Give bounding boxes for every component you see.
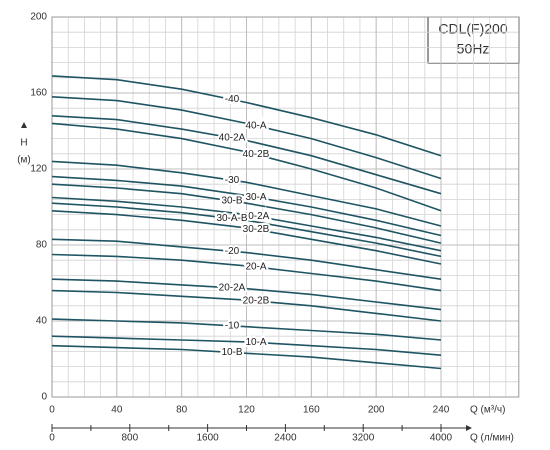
curve-label: 30-2B — [243, 224, 270, 235]
curve-label: 20-A — [245, 262, 266, 273]
x-tick-label: 240 — [433, 405, 450, 416]
pump-curve — [51, 160, 442, 227]
y-tick-label: 120 — [30, 164, 47, 175]
pump-curve — [51, 344, 442, 370]
pump-curve — [51, 210, 442, 265]
curve-label: 10-A — [245, 337, 266, 348]
chart-subtitle: 50Hz — [457, 41, 490, 57]
x2-tick-label: 3200 — [352, 433, 375, 444]
pump-curve — [51, 175, 442, 237]
x-tick-label: 120 — [238, 405, 255, 416]
pump-curve — [51, 335, 442, 356]
x2-tick-label: 0 — [49, 433, 55, 444]
y-axis-unit: (м) — [17, 155, 31, 166]
x-tick-label: 200 — [368, 405, 385, 416]
curve-label: -20 — [225, 246, 240, 257]
x2-tick-label: 800 — [121, 433, 138, 444]
x2-tick-label: 2400 — [274, 433, 297, 444]
pump-curve — [51, 253, 442, 292]
pump-curve — [51, 202, 442, 258]
pump-curve — [51, 278, 442, 311]
curve-label: -30 — [225, 175, 240, 186]
curve-label: 20-2A — [219, 282, 246, 293]
y-tick-label: 80 — [36, 240, 48, 251]
pump-curve — [51, 96, 442, 180]
y-tick-label: 40 — [36, 316, 48, 327]
y-tick-label: 160 — [30, 88, 47, 99]
y-axis-label: H — [20, 138, 27, 149]
pump-curve — [51, 122, 442, 212]
curve-label: -10 — [225, 320, 240, 331]
x2-arrow — [466, 425, 472, 431]
pump-curve — [51, 115, 442, 195]
x2-axis-label: Q (л/мин) — [470, 433, 514, 444]
y-tick-label: 200 — [30, 12, 47, 23]
y-tick-label: 0 — [41, 392, 47, 403]
x-tick-label: 80 — [176, 405, 188, 416]
x-tick-label: 0 — [49, 405, 55, 416]
curve-label: 30-A-B — [216, 213, 247, 224]
pump-curve — [51, 196, 442, 252]
x-axis-label: Q (м³/ч) — [470, 405, 505, 416]
curve-label: -40 — [225, 94, 240, 105]
pump-curve — [51, 318, 442, 341]
pump-curve — [51, 183, 442, 244]
y-arrow — [21, 122, 27, 128]
curve-label: 40-2B — [243, 149, 270, 160]
pump-curve — [51, 289, 442, 322]
x-tick-label: 40 — [111, 405, 123, 416]
x2-tick-label: 4000 — [430, 433, 453, 444]
curve-label: 20-2B — [243, 296, 270, 307]
x-tick-label: 160 — [303, 405, 320, 416]
curve-label: 30-2A — [243, 211, 270, 222]
plot-border — [51, 16, 520, 398]
curve-label: 30-A — [245, 192, 266, 203]
x2-tick-label: 1600 — [196, 433, 219, 444]
pump-curve — [51, 238, 442, 280]
pump-curve — [51, 75, 442, 157]
curve-label: 40-2A — [219, 133, 246, 144]
curve-label: 40-A — [245, 120, 266, 131]
curve-label: 10-B — [221, 347, 242, 358]
curve-label: 30-B — [221, 196, 242, 207]
